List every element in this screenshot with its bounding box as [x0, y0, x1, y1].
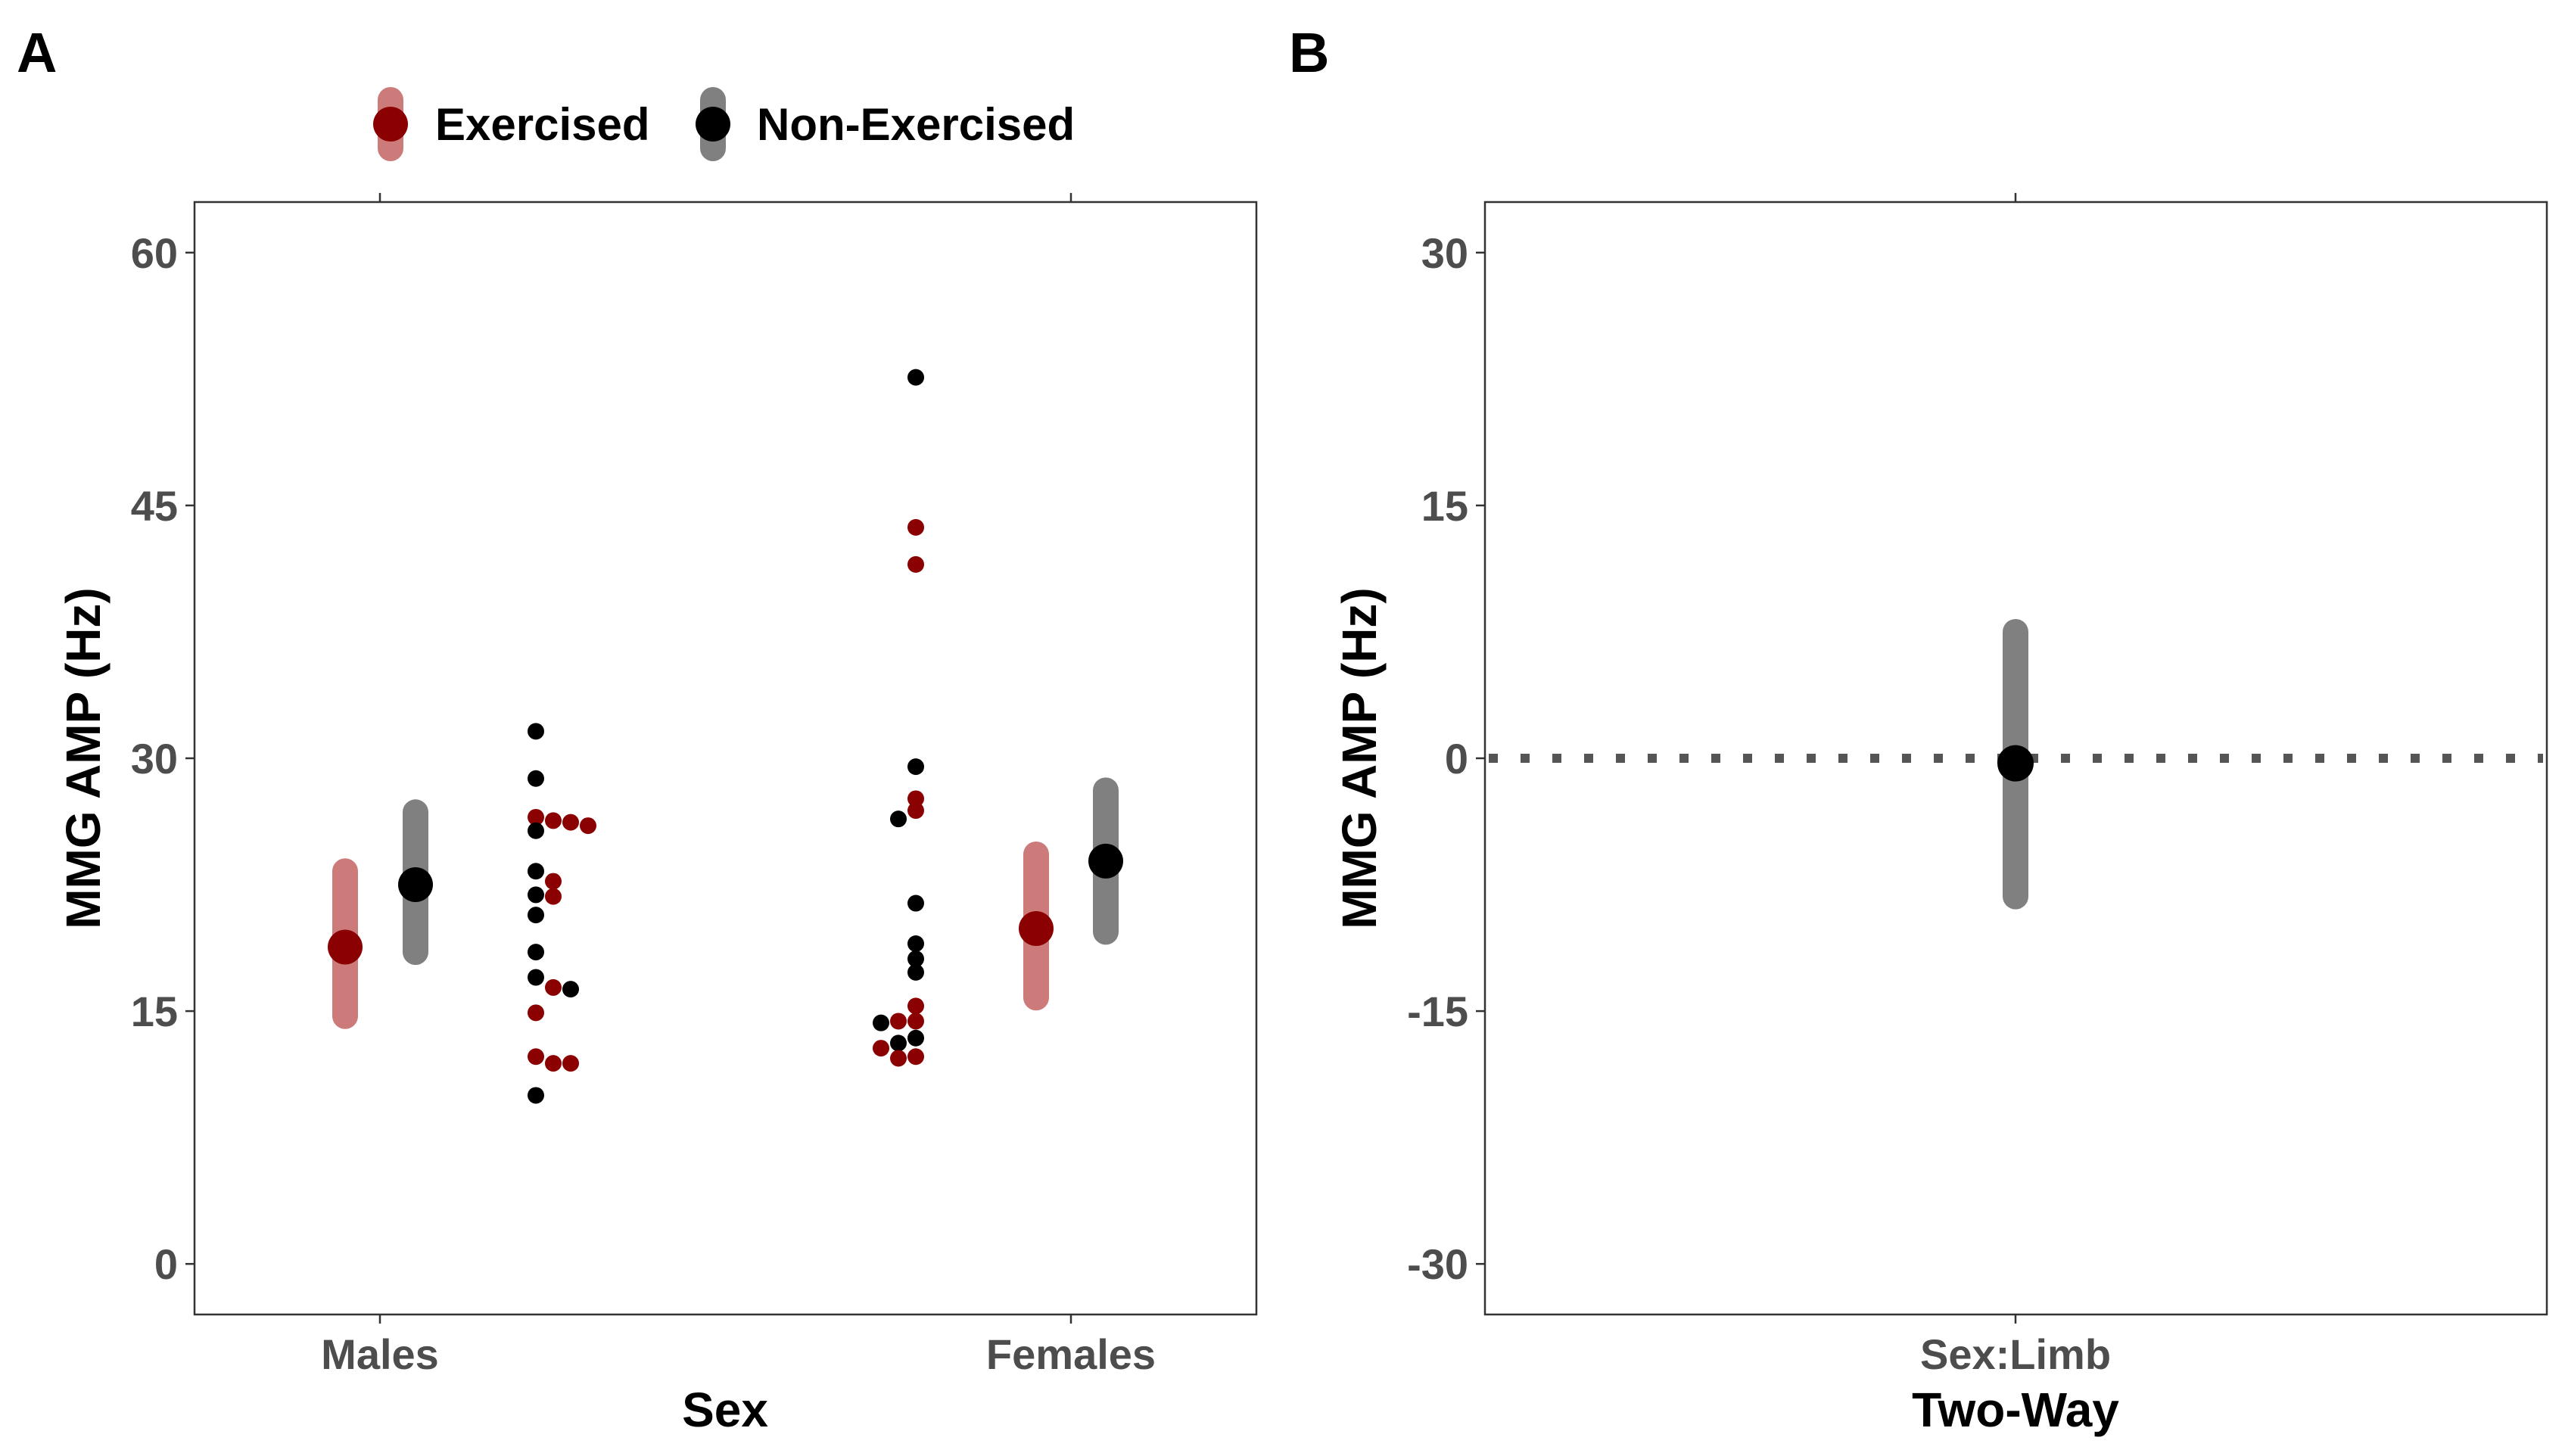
data-point-females-non-exercised: [873, 1014, 889, 1031]
panel-a-x-axis-title: Sex: [682, 1383, 768, 1437]
data-point-males-exercised: [528, 808, 544, 826]
panel-b-y-tick-label: 30: [1421, 229, 1468, 277]
panel-b-y-tick-label: -15: [1407, 988, 1468, 1035]
panel-a-x-tick-label-males: Males: [321, 1330, 439, 1378]
data-point-males-exercised: [545, 1055, 562, 1072]
panel-b-x-tick-label-sex-limb: Sex:Limb: [1920, 1330, 2111, 1378]
data-point-males-exercised: [545, 812, 562, 829]
panel-a-y-axis-title: MMG AMP (Hz): [56, 587, 111, 929]
panel-a-chart: 0 15 30 45 60 Males Females Sex MMG AMP (Hz): [56, 193, 1258, 1437]
panel-a-x-axis: Males Females: [321, 193, 1156, 1378]
data-point-females-exercised: [907, 790, 924, 807]
data-point-males-exercised: [528, 1004, 544, 1022]
mean-point-males-non-exercised: [398, 867, 433, 903]
panel-a-y-axis: 0 15 30 45 60: [131, 229, 195, 1288]
mean-point-females-exercised: [1019, 910, 1054, 946]
data-point-males-non-exercised: [528, 944, 544, 961]
legend-exercised-marker: [373, 107, 408, 142]
estimate-point-sex-limb: [1997, 745, 2034, 782]
data-point-males-exercised: [528, 1048, 544, 1066]
panel-b-chart: -30 -15 0 15 30 Sex:Limb Two-Way MMG AMP (Hz…: [1332, 193, 2548, 1437]
legend-key-exercised: [373, 87, 408, 161]
data-point-females-non-exercised: [907, 950, 924, 968]
mean-point-females-non-exercised: [1088, 843, 1123, 879]
panel-b-y-tick-label: 15: [1421, 482, 1468, 530]
data-point-females-non-exercised: [907, 369, 924, 386]
data-point-males-non-exercised: [528, 723, 544, 740]
panel-a-y-tick-label: 60: [131, 229, 178, 277]
data-point-females-exercised: [907, 1048, 924, 1066]
panel-a-y-tick-label: 0: [154, 1240, 178, 1288]
panel-a-y-tick-label: 30: [131, 735, 178, 782]
data-point-females-non-exercised: [907, 894, 924, 912]
panel-b-x-axis: Sex:Limb: [1920, 193, 2111, 1378]
data-point-males-non-exercised: [528, 863, 544, 880]
panel-b-y-tick-label: -30: [1407, 1240, 1468, 1288]
panel-b-letter: B: [1289, 21, 1329, 84]
data-point-females-non-exercised: [907, 963, 924, 981]
panel-a-y-tick-label: 45: [131, 482, 178, 530]
data-point-males-exercised: [562, 1055, 579, 1072]
panel-b-x-axis-title: Two-Way: [1912, 1383, 2119, 1437]
data-point-females-exercised: [890, 1050, 907, 1067]
data-point-males-non-exercised: [528, 1087, 544, 1104]
legend-label-exercised: Exercised: [435, 99, 650, 150]
panel-b-marks: [1489, 618, 2543, 910]
panel-a-marks: [328, 369, 1123, 1104]
legend-non-exercised-marker: [696, 107, 730, 142]
legend: Exercised Non-Exercised: [373, 87, 1075, 161]
data-point-females-exercised: [907, 518, 924, 536]
data-point-females-non-exercised: [890, 1034, 907, 1052]
panel-a-y-tick-label: 15: [131, 988, 178, 1035]
data-point-females-non-exercised: [890, 810, 907, 828]
data-point-males-non-exercised: [562, 981, 579, 998]
legend-key-non-exercised: [696, 87, 730, 161]
data-point-males-non-exercised: [528, 907, 544, 924]
data-point-males-non-exercised: [528, 822, 544, 839]
data-point-males-exercised: [580, 817, 596, 835]
panel-b-y-axis: -30 -15 0 15 30: [1407, 229, 1485, 1288]
panel-b-y-tick-label: 0: [1445, 735, 1468, 782]
data-point-males-exercised: [545, 873, 562, 890]
data-point-females-exercised: [907, 555, 924, 573]
panel-a-letter: A: [17, 21, 57, 84]
data-point-females-exercised: [907, 802, 924, 820]
data-point-females-exercised: [890, 1013, 907, 1030]
data-point-females-non-exercised: [907, 758, 924, 776]
data-point-females-non-exercised: [907, 1029, 924, 1047]
panel-a-frame: [193, 201, 1258, 1316]
panel-a-x-tick-label-females: Females: [986, 1330, 1156, 1378]
data-point-females-non-exercised: [907, 935, 924, 952]
data-point-females-exercised: [907, 1013, 924, 1030]
data-point-females-exercised: [873, 1040, 889, 1057]
data-point-males-non-exercised: [528, 969, 544, 986]
data-point-males-exercised: [562, 814, 579, 831]
data-point-males-non-exercised: [528, 886, 544, 904]
legend-label-non-exercised: Non-Exercised: [757, 99, 1075, 150]
data-point-males-exercised: [545, 888, 562, 905]
data-point-males-non-exercised: [528, 770, 544, 787]
data-point-females-exercised: [907, 997, 924, 1015]
mean-point-males-exercised: [328, 929, 363, 965]
data-point-males-exercised: [545, 978, 562, 996]
panel-b-y-axis-title: MMG AMP (Hz): [1332, 587, 1387, 929]
